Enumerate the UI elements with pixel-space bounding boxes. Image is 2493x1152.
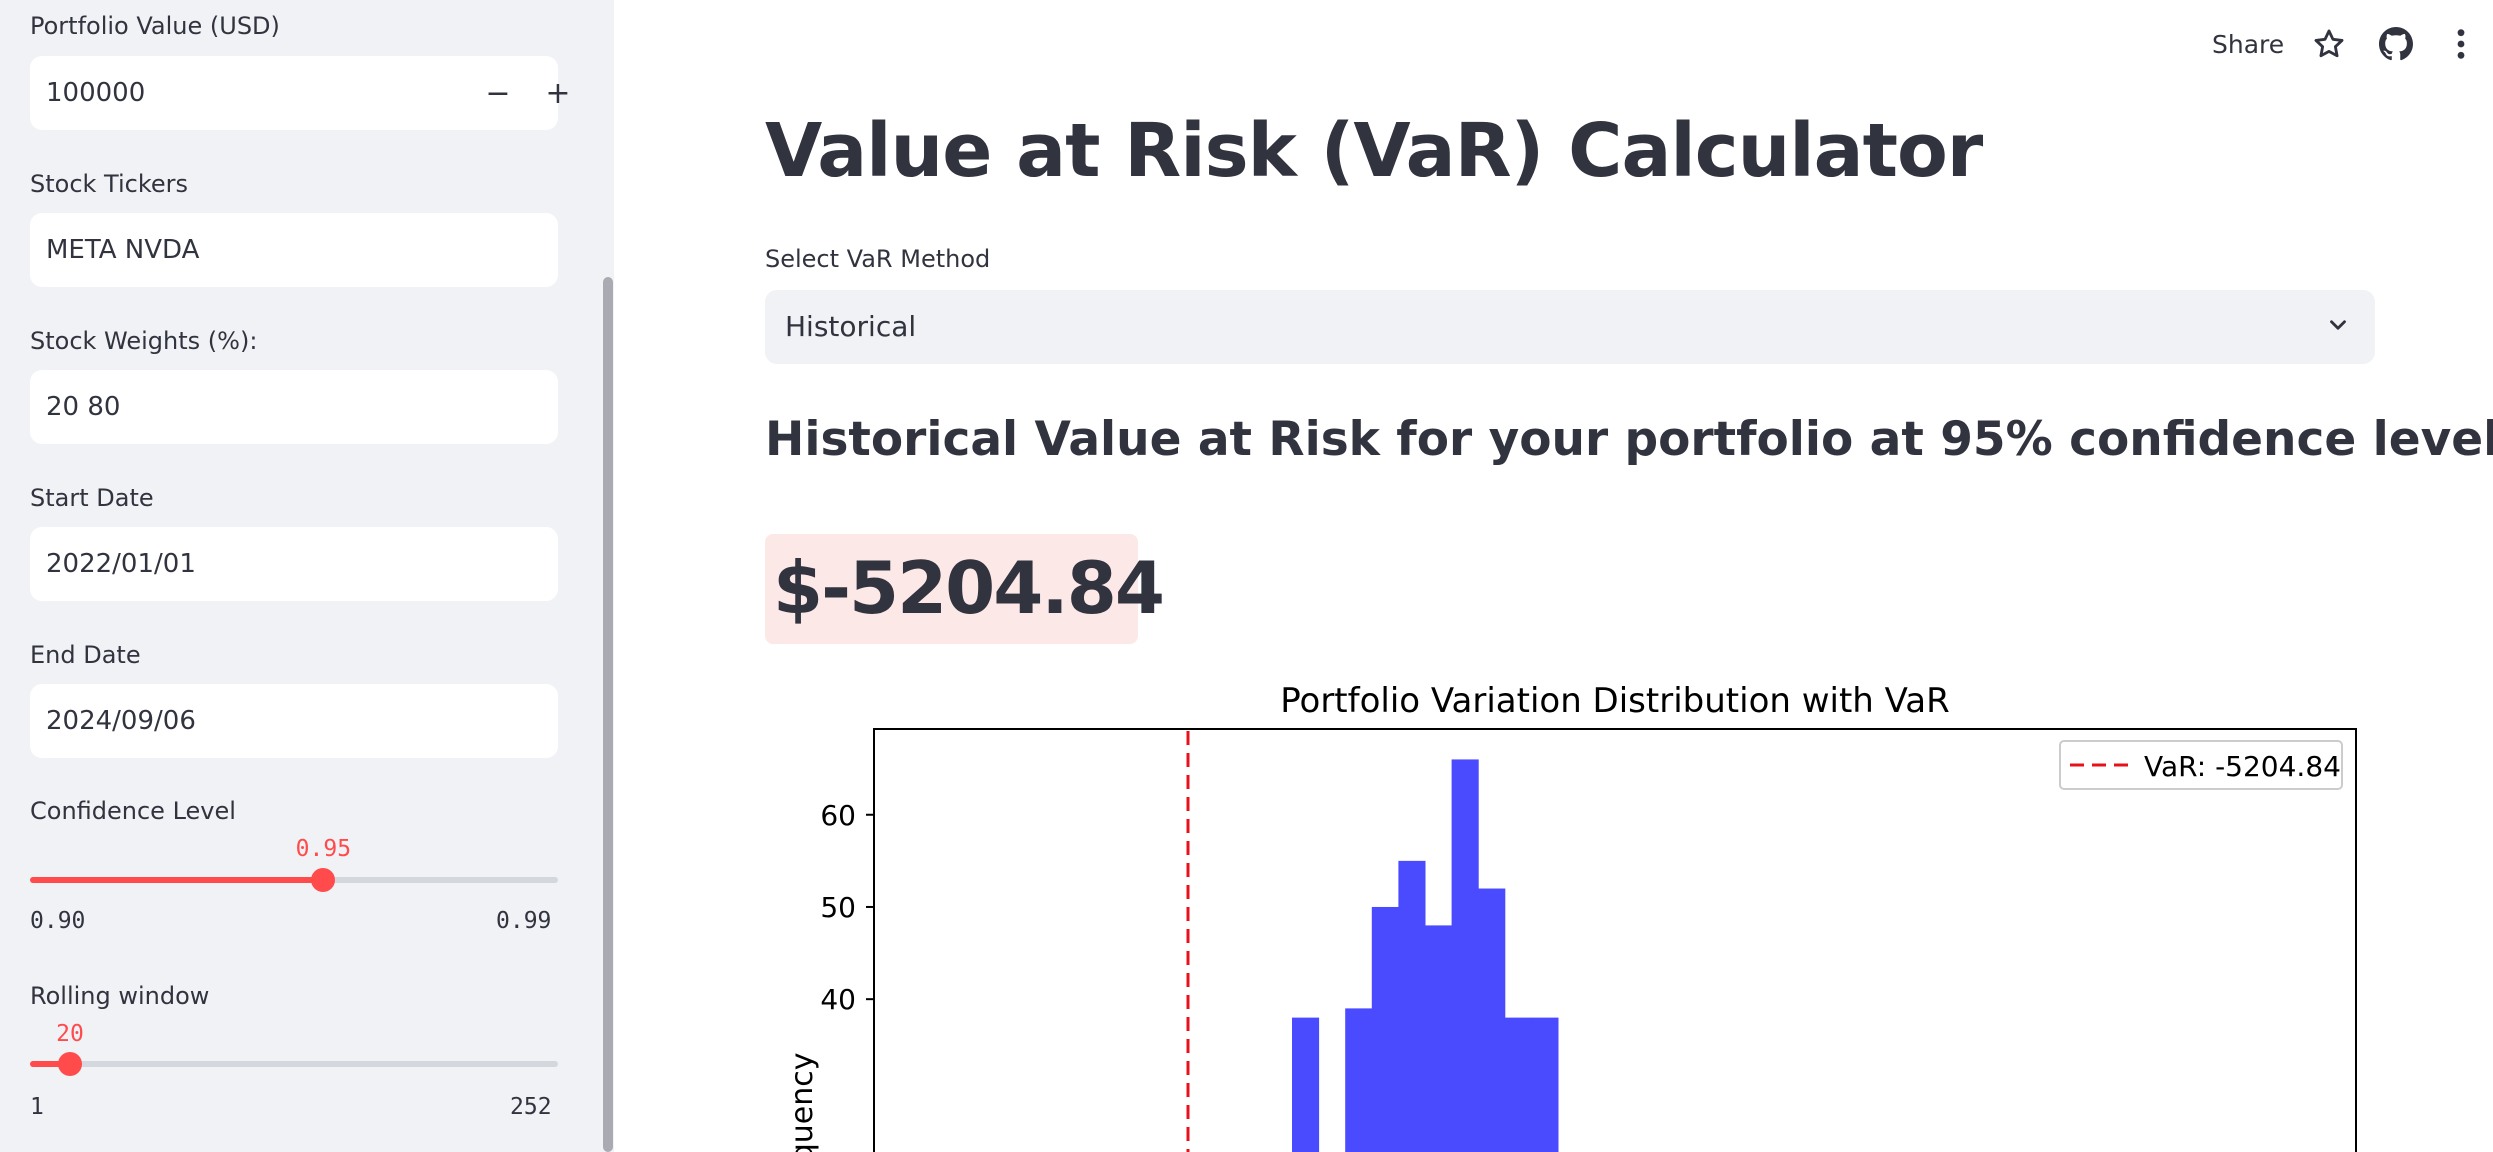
decrement-button[interactable]: − — [485, 75, 511, 111]
histogram-bar — [1504, 1017, 1532, 1152]
share-button[interactable]: Share — [2212, 30, 2285, 59]
var-method-select[interactable]: Historical — [765, 290, 2375, 364]
confidence-slider-value: 0.95 — [295, 836, 352, 862]
y-tick-label: 60 — [820, 799, 856, 832]
var-method-label: Select VaR Method — [765, 245, 991, 273]
histogram-bar — [1398, 860, 1426, 1152]
histogram-bar — [1451, 759, 1479, 1152]
chart-ylabel: Frequency — [785, 1053, 820, 1152]
end-date-label: End Date — [30, 641, 141, 669]
weights-input[interactable] — [30, 370, 558, 444]
portfolio-value-field: − + — [30, 56, 571, 130]
tickers-input[interactable] — [30, 213, 558, 287]
rolling-slider-max: 252 — [510, 1094, 552, 1120]
confidence-slider-fill — [30, 877, 324, 883]
rolling-slider-thumb[interactable] — [57, 1052, 82, 1076]
sidebar: Portfolio Value (USD) − + Stock Tickers … — [0, 0, 614, 1152]
chart-plot-area — [873, 728, 2357, 1152]
star-icon[interactable] — [2312, 27, 2346, 65]
var-result-box: $-5204.84 — [765, 534, 1165, 644]
legend-label: VaR: -5204.84 — [2144, 750, 2341, 783]
chart-legend: VaR: -5204.84 — [2059, 740, 2343, 790]
histogram-bar — [1531, 1017, 1559, 1152]
y-tick-label: 50 — [820, 891, 856, 924]
confidence-label: Confidence Level — [30, 797, 236, 825]
histogram-bar — [1425, 925, 1453, 1152]
var-method-selected: Historical — [785, 310, 917, 343]
github-icon[interactable] — [2379, 27, 2413, 65]
histogram-bar — [1292, 1017, 1320, 1152]
var-result-value: $-5204.84 — [773, 546, 1165, 630]
rolling-window-label: Rolling window — [30, 982, 210, 1010]
tickers-label: Stock Tickers — [30, 170, 189, 198]
start-date-label: Start Date — [30, 484, 154, 512]
sidebar-scrollbar[interactable] — [603, 277, 613, 1152]
chevron-down-icon — [2325, 312, 2351, 342]
rolling-slider-value: 20 — [56, 1021, 84, 1047]
chart-title: Portfolio Variation Distribution with Va… — [1280, 681, 1950, 721]
portfolio-value-label: Portfolio Value (USD) — [30, 12, 280, 40]
confidence-slider-min: 0.90 — [30, 908, 86, 934]
weights-label: Stock Weights (%): — [30, 327, 258, 355]
rolling-slider-min: 1 — [30, 1094, 44, 1120]
start-date-input[interactable] — [30, 527, 558, 601]
page-title: Value at Risk (VaR) Calculator — [765, 108, 1983, 194]
rolling-window-slider[interactable] — [30, 1052, 558, 1076]
histogram-bar — [1478, 888, 1506, 1152]
var-subheading: Historical Value at Risk for your portfo… — [765, 412, 2493, 467]
confidence-slider-thumb[interactable] — [311, 868, 336, 892]
rolling-slider-fill — [30, 1061, 70, 1067]
portfolio-value-input[interactable] — [30, 56, 430, 130]
y-tick-label: 40 — [820, 983, 856, 1016]
histogram-bar — [1345, 1008, 1373, 1152]
more-vertical-icon[interactable] — [2454, 27, 2468, 65]
confidence-slider-max: 0.99 — [496, 908, 552, 934]
confidence-slider[interactable] — [30, 868, 558, 892]
histogram-bar — [1371, 906, 1399, 1152]
increment-button[interactable]: + — [545, 75, 571, 111]
end-date-input[interactable] — [30, 684, 558, 758]
